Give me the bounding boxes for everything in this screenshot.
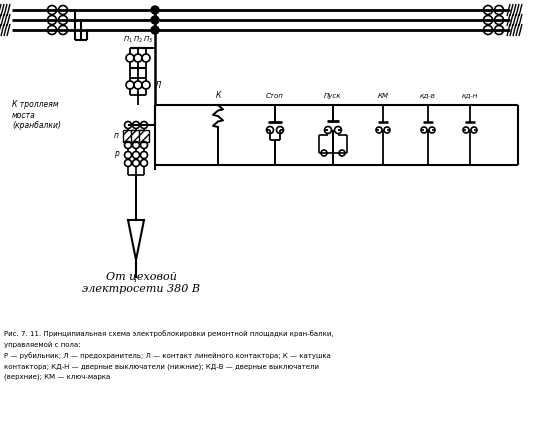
- Text: КД-В: КД-В: [420, 94, 436, 99]
- Text: $П_1$: $П_1$: [123, 35, 133, 45]
- Text: $П_2$: $П_2$: [133, 35, 143, 45]
- Text: Пуск: Пуск: [324, 93, 342, 99]
- Circle shape: [151, 6, 159, 14]
- Text: Л: Л: [154, 80, 160, 89]
- Text: п: п: [114, 132, 119, 141]
- Text: управляемой с пола:: управляемой с пола:: [4, 341, 81, 347]
- Text: (верхние); КМ — ключ-марка: (верхние); КМ — ключ-марка: [4, 374, 110, 381]
- Bar: [131, 130, 141, 142]
- Text: Р — рубильник; Л — предохранитель; Л — контакт линейного контактора; К — катушка: Р — рубильник; Л — предохранитель; Л — к…: [4, 352, 331, 359]
- Text: К: К: [215, 91, 221, 100]
- Bar: [139, 130, 149, 142]
- Text: Стоп: Стоп: [266, 93, 284, 99]
- Text: р: р: [114, 149, 119, 157]
- Text: От цеховой
электросети 380 В: От цеховой электросети 380 В: [82, 272, 200, 294]
- Text: контактора; КД-Н — дверные выключатели (нижние); КД-В — дверные выключатели: контактора; КД-Н — дверные выключатели (…: [4, 363, 319, 370]
- Text: К троллеям
моста
(кранбалки): К троллеям моста (кранбалки): [12, 100, 61, 130]
- Circle shape: [151, 26, 159, 34]
- Text: КД-Н: КД-Н: [462, 94, 478, 99]
- Text: Рис. 7. 11. Принципиальная схема электроблокировки ремонтной площадки кран-балки: Рис. 7. 11. Принципиальная схема электро…: [4, 330, 334, 337]
- Circle shape: [151, 16, 159, 24]
- Text: $П_3$: $П_3$: [143, 35, 153, 45]
- Bar: [123, 130, 133, 142]
- Text: КМ: КМ: [377, 93, 389, 99]
